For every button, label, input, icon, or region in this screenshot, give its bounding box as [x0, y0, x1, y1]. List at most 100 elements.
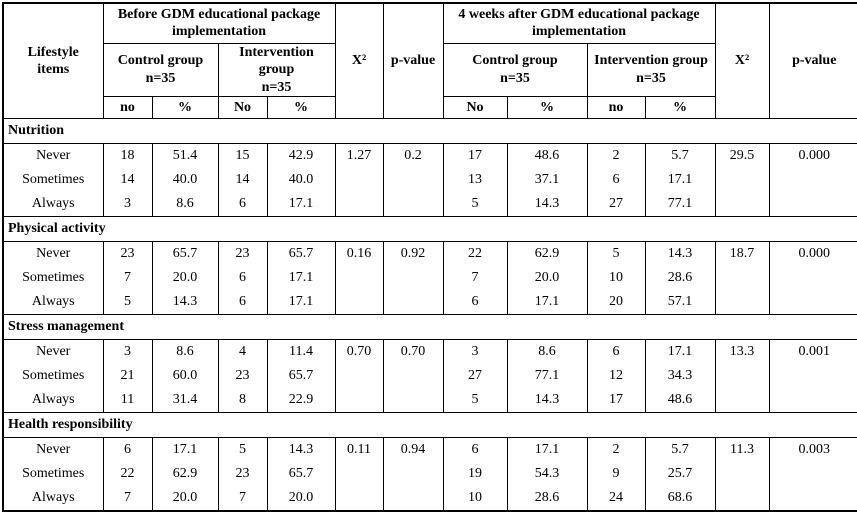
value-cell: 14.3: [644, 241, 716, 266]
value-cell: [768, 266, 857, 290]
section-row: Health responsibility: [2, 412, 857, 438]
value-cell: 6: [217, 192, 268, 217]
value-cell: 11: [102, 388, 153, 413]
lifestyle-item-label: Never: [2, 143, 104, 168]
value-cell: 2: [586, 437, 646, 462]
value-cell: 65.7: [151, 241, 219, 266]
value-cell: 60.0: [151, 364, 219, 388]
value-cell: 22: [102, 462, 153, 486]
value-cell: 8.6: [506, 339, 588, 364]
value-cell: 28.6: [644, 266, 716, 290]
value-cell: [334, 168, 384, 192]
value-cell: 0.001: [768, 339, 857, 364]
value-cell: 19: [442, 462, 508, 486]
value-cell: 65.7: [266, 364, 336, 388]
value-cell: 6: [217, 290, 268, 315]
table-row: Sometimes 22 62.9 23 65.7 19 54.3 9 25.7: [2, 462, 857, 486]
value-cell: 29.5: [714, 143, 770, 168]
value-cell: 27: [586, 192, 646, 217]
section-title: Physical activity: [2, 216, 857, 242]
value-cell: 5: [442, 192, 508, 217]
subcol-header-pct: %: [506, 96, 588, 119]
lifestyle-item-label: Never: [2, 339, 104, 364]
value-cell: 20.0: [151, 486, 219, 511]
value-cell: 14.3: [266, 437, 336, 462]
value-cell: 7: [102, 486, 153, 511]
value-cell: 6: [586, 168, 646, 192]
col-header-before-title: Before GDM educational package implement…: [102, 2, 336, 44]
group-label: Intervention group: [594, 53, 708, 69]
value-cell: [768, 364, 857, 388]
header-row-titles: Lifestyle items Before GDM educational p…: [2, 2, 857, 119]
value-cell: [382, 486, 444, 511]
col-header-after-title: 4 weeks after GDM educational package im…: [442, 2, 716, 44]
value-cell: [334, 192, 384, 217]
value-cell: [768, 486, 857, 511]
value-cell: 6: [442, 437, 508, 462]
subcol-header-pct: %: [644, 96, 716, 119]
value-cell: [334, 388, 384, 413]
value-cell: 14: [217, 168, 268, 192]
value-cell: 51.4: [151, 143, 219, 168]
value-cell: 11.3: [714, 437, 770, 462]
value-cell: 24: [586, 486, 646, 511]
value-cell: 17: [586, 388, 646, 413]
section-title: Nutrition: [2, 118, 857, 144]
value-cell: 18.7: [714, 241, 770, 266]
col-header-p-value-after: p-value: [768, 2, 857, 119]
value-cell: 7: [442, 266, 508, 290]
value-cell: 7: [102, 266, 153, 290]
lifestyle-item-label: Sometimes: [2, 168, 104, 192]
table-row: Always 5 14.3 6 17.1 6 17.1 20 57.1: [2, 290, 857, 315]
table-row: Always 7 20.0 7 20.0 10 28.6 24 68.6: [2, 486, 857, 511]
table-row: Always 3 8.6 6 17.1 5 14.3 27 77.1: [2, 192, 857, 217]
value-cell: 8.6: [151, 192, 219, 217]
value-cell: [334, 486, 384, 511]
subcol-header-no: no: [102, 96, 153, 119]
section-row: Nutrition: [2, 118, 857, 144]
value-cell: 14.3: [506, 388, 588, 413]
value-cell: 5.7: [644, 143, 716, 168]
table-body: Nutrition Never 18 51.4 15 42.9 1.27 0.2 17 48.6 2…: [2, 118, 857, 511]
value-cell: 54.3: [506, 462, 588, 486]
value-cell: 1.27: [334, 143, 384, 168]
lifestyle-item-label: Always: [2, 290, 104, 315]
lifestyle-item-label: Always: [2, 192, 104, 217]
value-cell: 5: [586, 241, 646, 266]
subcol-header-pct: %: [266, 96, 336, 119]
value-cell: 22.9: [266, 388, 336, 413]
value-cell: 9: [586, 462, 646, 486]
table-row: Never 3 8.6 4 11.4 0.70 0.70 3 8.6 6 17.1 13.3 0.001: [2, 339, 857, 364]
value-cell: 0.11: [334, 437, 384, 462]
value-cell: 77.1: [506, 364, 588, 388]
value-cell: [382, 462, 444, 486]
lifestyle-item-label: Sometimes: [2, 266, 104, 290]
table-row: Sometimes 14 40.0 14 40.0 13 37.1 6 17.1: [2, 168, 857, 192]
value-cell: 14: [102, 168, 153, 192]
lifestyle-item-label: Never: [2, 437, 104, 462]
value-cell: 18: [102, 143, 153, 168]
value-cell: [382, 388, 444, 413]
value-cell: 0.003: [768, 437, 857, 462]
value-cell: 0.2: [382, 143, 444, 168]
value-cell: 27: [442, 364, 508, 388]
value-cell: 10: [586, 266, 646, 290]
value-cell: [382, 290, 444, 315]
value-cell: 5.7: [644, 437, 716, 462]
value-cell: 11.4: [266, 339, 336, 364]
value-cell: 12: [586, 364, 646, 388]
value-cell: 14.3: [151, 290, 219, 315]
value-cell: 6: [442, 290, 508, 315]
lifestyle-item-label: Never: [2, 241, 104, 266]
value-cell: 62.9: [506, 241, 588, 266]
value-cell: [768, 388, 857, 413]
value-cell: 10: [442, 486, 508, 511]
value-cell: 15: [217, 143, 268, 168]
col-header-chi-square-before: X²: [334, 2, 384, 119]
value-cell: 17.1: [266, 266, 336, 290]
value-cell: 0.000: [768, 241, 857, 266]
table-row: Never 6 17.1 5 14.3 0.11 0.94 6 17.1 2 5.7 11.3 0.00…: [2, 437, 857, 462]
value-cell: 23: [217, 241, 268, 266]
section-row: Physical activity: [2, 216, 857, 242]
